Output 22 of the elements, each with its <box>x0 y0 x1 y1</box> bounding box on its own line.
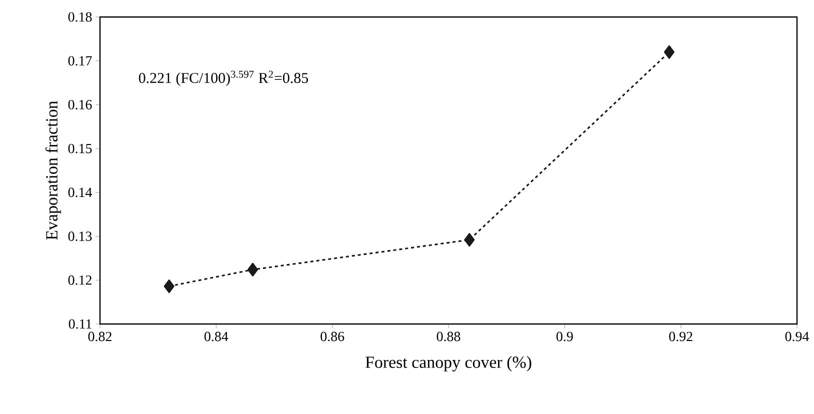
y-tick-label: 0.13 <box>68 232 92 242</box>
x-tick-label: 0.86 <box>320 332 344 342</box>
point <box>464 233 475 247</box>
x-tick-label: 0.92 <box>669 332 692 342</box>
point <box>247 262 258 276</box>
x-tick-label: 0.84 <box>204 332 228 342</box>
x-axis-title: Forest canopy cover (%) <box>366 356 532 372</box>
x-tick-label: 0.82 <box>88 332 112 342</box>
x-tick-label: 0.9 <box>556 332 573 342</box>
y-axis-title: Evaporation fraction <box>45 100 61 240</box>
y-tick-label: 0.16 <box>68 100 92 110</box>
point <box>164 280 174 294</box>
x-tick-label: 0.88 <box>436 332 460 342</box>
y-tick-label: 0.15 <box>68 144 92 154</box>
point <box>664 45 675 59</box>
y-tick-label: 0.17 <box>68 56 92 66</box>
annotation: 0.221 (FC/100)$^{3.597}$ R$^{2}$=0.85 <box>138 70 308 86</box>
y-tick-label: 0.11 <box>68 319 92 329</box>
x-tick-label: 0.94 <box>785 332 810 342</box>
y-tick-label: 0.14 <box>68 188 92 198</box>
y-tick-label: 0.18 <box>68 12 92 22</box>
y-tick-label: 0.12 <box>68 275 92 285</box>
